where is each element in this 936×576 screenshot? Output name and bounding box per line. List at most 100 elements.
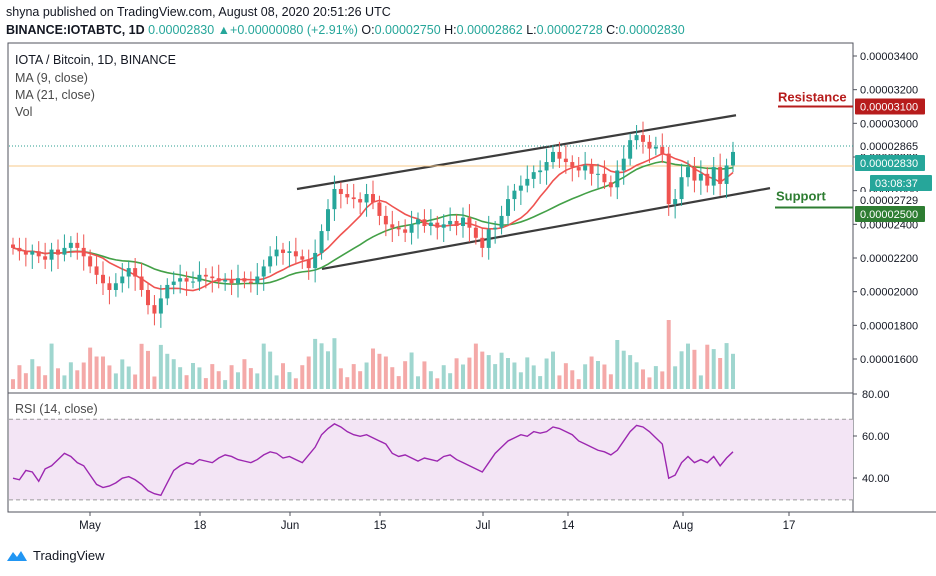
- volume-bar: [248, 368, 253, 389]
- candle-body: [538, 170, 543, 173]
- legend-vol[interactable]: Vol: [15, 105, 33, 119]
- chart-title[interactable]: IOTA / Bitcoin, 1D, BINANCE: [15, 53, 176, 67]
- price-tick-label: 0.00002200: [860, 253, 918, 265]
- legend-ma9[interactable]: MA (9, close): [15, 71, 88, 85]
- volume-bar: [107, 365, 112, 389]
- legend-ma21[interactable]: MA (21, close): [15, 88, 95, 102]
- candle-body: [248, 281, 253, 284]
- candle-body: [146, 289, 150, 306]
- volume-bar: [454, 358, 459, 389]
- volume-bar: [210, 364, 215, 389]
- candle-body: [68, 242, 73, 248]
- volume-bar: [461, 364, 465, 389]
- volume-bar: [345, 377, 350, 389]
- volume-bar: [377, 353, 382, 389]
- volume-bar: [538, 376, 543, 389]
- candle-body: [126, 268, 131, 277]
- candle-body: [409, 224, 414, 233]
- volume-bar: [531, 365, 536, 389]
- candle-body: [422, 219, 427, 227]
- volume-bar: [718, 358, 723, 389]
- candle-body: [531, 172, 536, 179]
- volume-bar: [300, 365, 305, 389]
- volume-bar: [133, 374, 138, 389]
- volume-bar: [229, 365, 234, 389]
- candle-body: [261, 266, 266, 277]
- volume-bar: [621, 350, 626, 389]
- volume-bar: [435, 378, 440, 389]
- lower-channel-line: [321, 187, 771, 271]
- close-label: C:: [606, 23, 619, 37]
- candle-body: [300, 256, 305, 260]
- rsi-tick-label: 40.00: [862, 473, 890, 485]
- time-tick-label: Aug: [673, 520, 693, 532]
- candle-body: [364, 194, 369, 203]
- low-label: L:: [526, 23, 537, 37]
- volume-bar: [396, 376, 401, 389]
- volume-bar: [313, 338, 318, 389]
- candle-body: [544, 162, 549, 171]
- candle-body: [94, 266, 99, 275]
- volume-bar: [30, 359, 35, 389]
- brand-label: TradingView: [33, 548, 105, 563]
- candle-body: [75, 242, 80, 248]
- volume-bar: [216, 371, 221, 389]
- open-label: O:: [361, 23, 375, 37]
- candle-body: [319, 231, 324, 253]
- symbol-label: BINANCE:IOTABTC, 1D: [6, 23, 145, 37]
- candle-body: [338, 188, 343, 195]
- ma21-line: [12, 160, 734, 285]
- price-tag-label: 0.00002729: [860, 195, 918, 207]
- volume-bar: [75, 370, 80, 389]
- price-tick-label: 0.00003200: [860, 85, 918, 97]
- candle-body: [30, 251, 35, 255]
- candle-body: [551, 151, 555, 163]
- volume-bar: [68, 362, 73, 389]
- candle-body: [184, 278, 189, 282]
- candle-body: [216, 278, 221, 282]
- volume-bar: [576, 379, 581, 389]
- candle-body: [351, 197, 356, 200]
- ohlc-header: BINANCE:IOTABTC, 1D 0.00002830 ▲+0.00000…: [6, 23, 685, 37]
- time-tick-label: Jul: [476, 520, 491, 532]
- volume-bar: [184, 375, 189, 389]
- moving-averages: [12, 152, 734, 292]
- candle-body: [171, 281, 176, 285]
- volume-bar: [473, 343, 478, 389]
- candle-body: [615, 170, 620, 188]
- volume-bar: [448, 373, 453, 389]
- rsi-panel: 80.00 60.00 40.00: [9, 389, 890, 501]
- candle-body: [113, 283, 118, 290]
- volume-bar: [686, 343, 690, 389]
- candle-body: [705, 173, 710, 186]
- price-tag: [855, 138, 925, 155]
- candle-body: [416, 219, 420, 225]
- volume-bar: [428, 371, 433, 389]
- volume-bar: [390, 367, 395, 389]
- candle-body: [165, 284, 170, 299]
- volume-bar: [178, 367, 183, 389]
- candle-body: [81, 247, 86, 257]
- candle-body: [698, 173, 703, 181]
- candle-body: [448, 220, 453, 225]
- candle-body: [711, 167, 716, 186]
- candle-body: [570, 162, 575, 168]
- time-tick-label: Jun: [281, 520, 300, 532]
- volume-bar: [673, 366, 678, 389]
- support-annotation: Support: [776, 189, 826, 204]
- price-tag-label: 0.00002500: [860, 209, 918, 221]
- volume-bar: [255, 373, 260, 389]
- tradingview-logo[interactable]: TradingView: [6, 548, 105, 563]
- candle-body: [120, 276, 125, 284]
- volume-bar: [338, 368, 343, 389]
- volume-bar: [698, 375, 703, 389]
- candle-body: [621, 158, 626, 171]
- legend-rsi[interactable]: RSI (14, close): [15, 402, 98, 416]
- price-tags: 0.00003100 0.00002865 0.00002830 03:08:37 0.…: [855, 98, 932, 222]
- open-value: 0.00002750: [374, 23, 441, 37]
- volume-bar: [274, 375, 279, 389]
- price-tag: [870, 175, 932, 191]
- volume-bar: [551, 351, 555, 389]
- volume-bar: [383, 356, 388, 389]
